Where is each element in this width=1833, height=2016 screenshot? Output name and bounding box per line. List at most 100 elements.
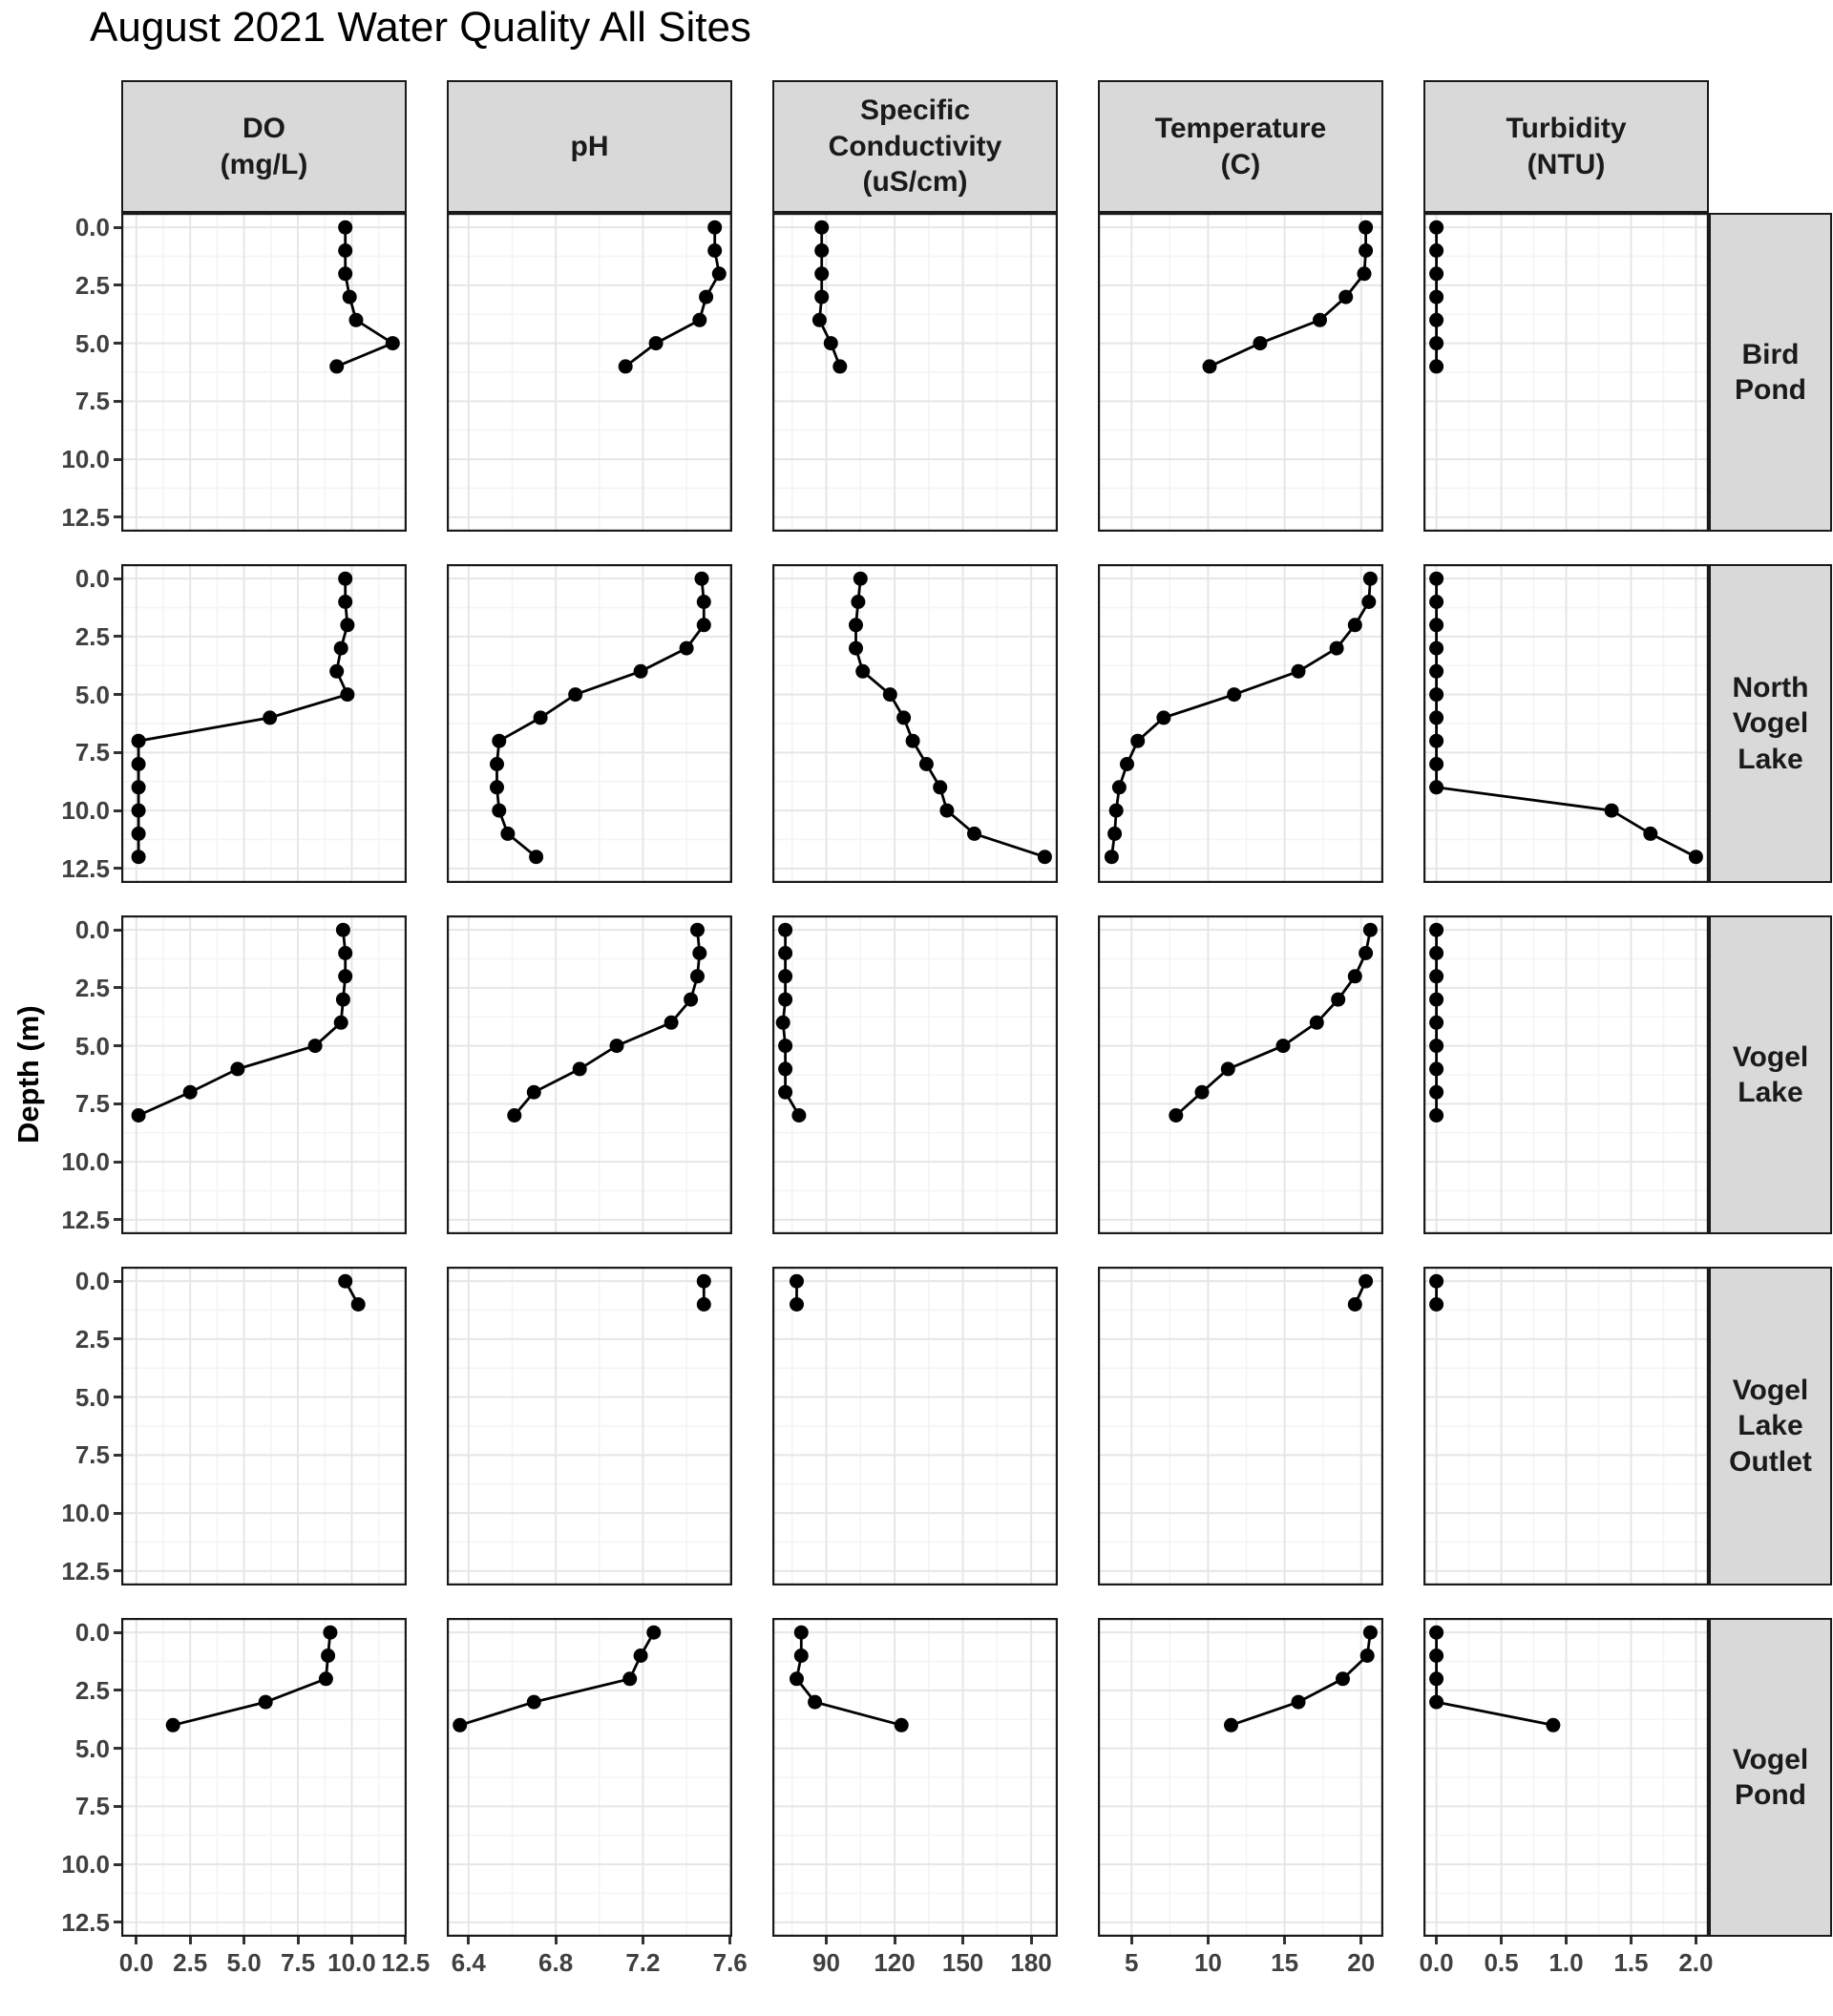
y-tick-mark bbox=[114, 1804, 121, 1808]
y-tick-mark bbox=[114, 986, 121, 990]
y-tick-mark bbox=[114, 1160, 121, 1164]
data-point bbox=[131, 1108, 146, 1123]
y-tick-label: 5.0 bbox=[74, 680, 110, 709]
data-point bbox=[1429, 571, 1444, 586]
data-point bbox=[500, 826, 516, 841]
y-tick-label: 0.0 bbox=[74, 564, 110, 594]
data-point bbox=[131, 826, 146, 841]
data-point bbox=[1429, 969, 1444, 984]
y-tick-label: 10.0 bbox=[61, 1147, 110, 1177]
data-point bbox=[832, 359, 848, 374]
data-point bbox=[340, 618, 355, 633]
data-point bbox=[1224, 1717, 1238, 1732]
facet-panel-bird-pond-turb bbox=[1423, 213, 1709, 532]
column-strip-turb: Turbidity (NTU) bbox=[1423, 80, 1709, 213]
y-tick-label: 0.0 bbox=[74, 1618, 110, 1648]
data-point bbox=[1359, 1648, 1375, 1663]
x-tick-label: 6.4 bbox=[451, 1948, 486, 1977]
data-point bbox=[1429, 992, 1444, 1007]
data-point bbox=[711, 266, 727, 282]
data-point bbox=[1429, 757, 1444, 771]
data-point bbox=[790, 1273, 804, 1289]
data-point bbox=[1156, 710, 1171, 725]
y-tick-label: 2.5 bbox=[74, 973, 110, 1002]
y-tick-label: 12.5 bbox=[61, 1907, 110, 1937]
data-point bbox=[263, 710, 278, 725]
data-point bbox=[1347, 969, 1362, 984]
data-point bbox=[1338, 289, 1354, 304]
x-tick-label: 15 bbox=[1271, 1948, 1299, 1977]
data-point bbox=[342, 289, 357, 304]
data-point bbox=[905, 733, 920, 748]
data-point bbox=[1429, 1648, 1444, 1663]
data-point bbox=[622, 1671, 638, 1687]
x-tick-mark bbox=[296, 1937, 300, 1944]
data-point bbox=[1359, 243, 1374, 258]
data-point bbox=[1202, 359, 1217, 374]
y-tick-mark bbox=[114, 1569, 121, 1573]
data-point bbox=[1130, 733, 1146, 748]
data-point bbox=[338, 220, 353, 235]
y-tick-mark bbox=[114, 1862, 121, 1866]
y-tick-mark bbox=[114, 577, 121, 580]
data-point bbox=[1429, 266, 1444, 282]
data-point bbox=[1429, 312, 1444, 327]
data-point bbox=[338, 243, 353, 258]
data-point bbox=[131, 850, 146, 865]
data-point bbox=[1357, 266, 1372, 282]
data-point bbox=[348, 312, 364, 327]
y-tick-mark bbox=[114, 1453, 121, 1457]
x-tick-label: 150 bbox=[941, 1948, 984, 1977]
y-tick-mark bbox=[114, 867, 121, 871]
x-tick-mark bbox=[1129, 1937, 1133, 1944]
x-tick-label: 10.0 bbox=[327, 1948, 376, 1977]
data-point bbox=[1429, 1061, 1444, 1077]
data-point bbox=[230, 1061, 245, 1077]
data-point bbox=[1429, 1273, 1444, 1289]
data-point bbox=[1362, 922, 1378, 937]
y-tick-label: 0.0 bbox=[74, 1267, 110, 1296]
chart-title: August 2021 Water Quality All Sites bbox=[90, 4, 751, 51]
data-point bbox=[335, 922, 350, 937]
y-tick-label: 5.0 bbox=[74, 1031, 110, 1060]
data-point bbox=[793, 1625, 809, 1640]
y-tick-mark bbox=[114, 750, 121, 754]
x-tick-label: 1.0 bbox=[1549, 1948, 1584, 1977]
data-point bbox=[882, 687, 897, 703]
x-tick-label: 5 bbox=[1125, 1948, 1139, 1977]
y-tick-mark bbox=[114, 1921, 121, 1924]
data-point bbox=[338, 1273, 353, 1289]
data-point bbox=[533, 710, 548, 725]
y-tick-mark bbox=[114, 928, 121, 932]
data-point bbox=[692, 946, 707, 960]
data-point bbox=[1688, 850, 1703, 865]
data-point bbox=[696, 595, 711, 609]
data-point bbox=[849, 618, 863, 633]
data-point bbox=[633, 1648, 648, 1663]
data-point bbox=[1362, 571, 1378, 586]
data-point bbox=[258, 1694, 273, 1710]
data-point bbox=[814, 220, 830, 235]
data-point bbox=[814, 266, 830, 282]
y-tick-mark bbox=[114, 1279, 121, 1283]
data-point bbox=[896, 710, 912, 725]
data-point bbox=[967, 826, 981, 841]
y-tick-mark bbox=[114, 1630, 121, 1634]
data-point bbox=[1429, 780, 1444, 795]
data-point bbox=[329, 663, 345, 679]
data-point bbox=[1429, 922, 1444, 937]
data-point bbox=[664, 1015, 679, 1030]
x-tick-mark bbox=[641, 1937, 644, 1944]
column-strip-do: DO (mg/L) bbox=[121, 80, 407, 213]
data-point bbox=[1120, 757, 1134, 771]
data-point bbox=[1429, 1015, 1444, 1030]
site-strip-vogel-lake-outlet: Vogel Lake Outlet bbox=[1709, 1267, 1832, 1586]
data-point bbox=[1429, 1108, 1444, 1123]
facet-panel-north-vogel-lake-ph bbox=[447, 564, 732, 883]
data-point bbox=[791, 1108, 807, 1123]
y-tick-label: 10.0 bbox=[61, 1499, 110, 1528]
data-point bbox=[918, 757, 934, 771]
x-tick-mark bbox=[825, 1937, 828, 1944]
x-tick-label: 6.8 bbox=[538, 1948, 574, 1977]
data-point bbox=[335, 992, 350, 1007]
